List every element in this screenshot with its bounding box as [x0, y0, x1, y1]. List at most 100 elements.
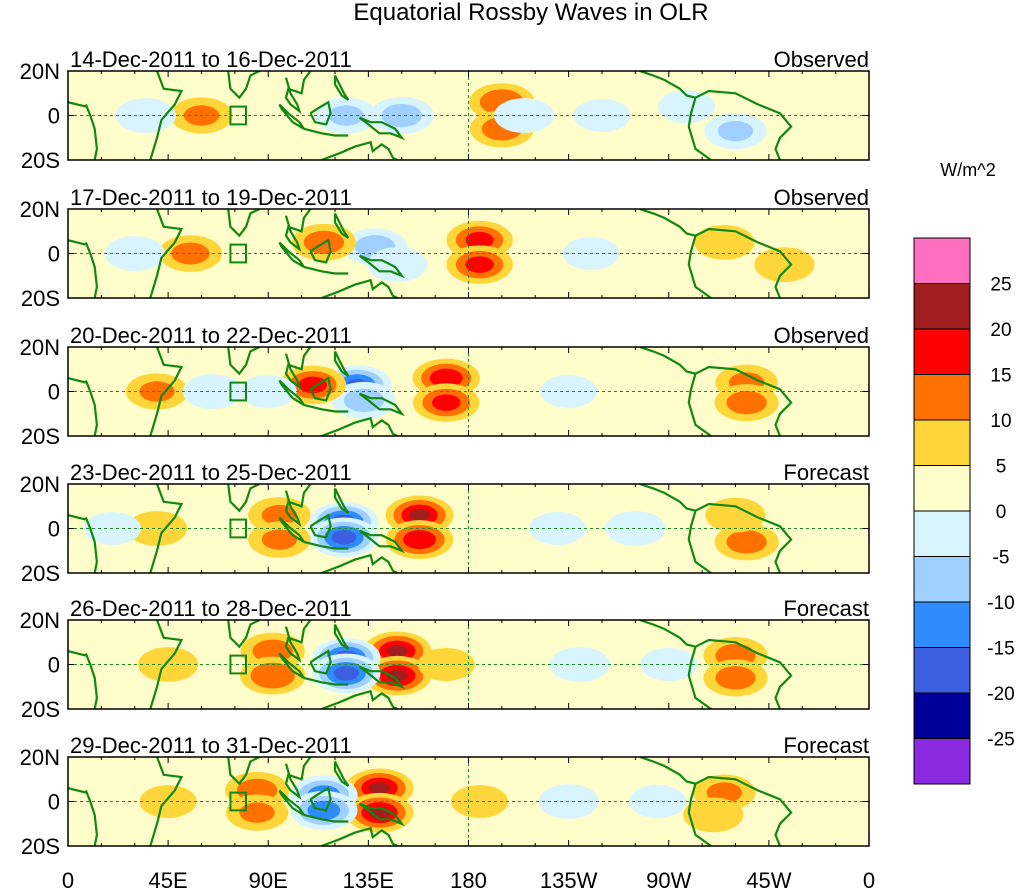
coastline: [687, 510, 712, 573]
colorbar: W/m^2 25 20 15 10 5 0 -5 -10 -15 -20 -25: [913, 160, 1015, 785]
colorbar-swatch: [913, 738, 971, 785]
panel-5: 20N 0 20S 26-Dec-2011 to 28-Dec-2011 Forecas…: [20, 596, 870, 722]
panel-6: 20N 0 20S 29-Dec-2011 to 31-Dec-2011 Forecas…: [20, 733, 870, 859]
coastline: [284, 209, 312, 253]
contour-level: [138, 647, 199, 682]
contour-level: [298, 376, 327, 394]
coastlines: [68, 347, 793, 436]
colorbar-label: -15: [987, 639, 1014, 660]
coastline: [303, 127, 349, 137]
contour-level: [369, 782, 390, 795]
y-tick-label: 20S: [21, 834, 60, 859]
anomaly-blob: [363, 655, 432, 696]
coastline: [309, 786, 332, 812]
coastline: [68, 650, 87, 657]
coastline: [84, 241, 99, 298]
colorbar-label: -25: [987, 730, 1014, 751]
coastline: [321, 689, 398, 709]
anomaly-blob: [139, 785, 197, 818]
coastline: [687, 373, 712, 436]
y-tick-label: 20S: [21, 561, 60, 586]
y-tick-label: 20S: [21, 697, 60, 722]
colorbar-swatch: [913, 465, 971, 512]
coastline: [639, 620, 696, 648]
anomaly-blob: [714, 384, 779, 422]
contour-level: [726, 390, 767, 415]
y-tick-label: 0: [48, 242, 60, 267]
contour-level: [409, 509, 430, 522]
colorbar-label: -10: [987, 593, 1014, 614]
chart-title: Equatorial Rossby Waves in OLR: [353, 0, 708, 26]
panel-1: 20N 0 20S 14-Dec-2011 to 16-Dec-2011 Observe…: [20, 47, 870, 173]
coastline: [333, 75, 350, 101]
coastlines: [68, 209, 793, 298]
coastline: [695, 365, 793, 436]
coastline: [309, 649, 332, 675]
x-tick-label: 180: [450, 868, 487, 890]
contour-level: [239, 802, 275, 823]
coastline: [358, 529, 406, 554]
coastline: [284, 71, 312, 115]
coastline: [227, 757, 260, 786]
y-tick-label: 0: [48, 790, 60, 815]
coastline: [303, 403, 349, 413]
contour-level: [387, 669, 408, 682]
coastline: [68, 101, 87, 108]
colorbar-label: 0: [996, 502, 1007, 523]
anomaly-blob: [683, 797, 744, 833]
y-tick-label: 20S: [21, 286, 60, 311]
coastline: [309, 376, 332, 402]
colorbar-label: 15: [990, 366, 1011, 387]
anomaly-blob: [451, 785, 509, 818]
contour-level: [705, 497, 766, 533]
contour-level: [139, 785, 197, 818]
coastline: [149, 71, 184, 160]
anomaly-blob: [605, 511, 666, 546]
contour-level: [429, 368, 463, 388]
coastline: [284, 484, 312, 527]
coastline: [309, 513, 332, 539]
coastline: [284, 347, 312, 391]
colorbar-label: -20: [987, 684, 1014, 705]
panel-period: 17-Dec-2011 to 19-Dec-2011: [70, 185, 352, 210]
y-tick-label: 20S: [21, 424, 60, 449]
coastline: [149, 209, 184, 298]
coastline: [68, 239, 87, 246]
coastline: [358, 802, 406, 827]
contour-level: [529, 512, 586, 545]
contour-level: [139, 381, 175, 402]
coastline: [84, 379, 99, 436]
x-tick-label: 0: [863, 868, 875, 890]
y-tick-label: 0: [48, 104, 60, 129]
coastline: [687, 235, 712, 298]
anomaly-blob: [658, 90, 716, 124]
coastline: [695, 502, 793, 573]
contour-level: [683, 797, 744, 833]
y-tick-label: 20S: [21, 148, 60, 173]
coastlines: [68, 71, 793, 160]
olr-field: [104, 220, 815, 284]
panel-period: 23-Dec-2011 to 25-Dec-2011: [70, 460, 352, 485]
coastline: [284, 757, 312, 800]
coastline: [303, 676, 349, 686]
contour-level: [451, 785, 509, 818]
anomaly-blob: [714, 523, 779, 561]
anomaly-blob: [413, 383, 480, 422]
contour-level: [754, 247, 815, 283]
colorbar-swatch: [913, 556, 971, 603]
contour-level: [387, 645, 408, 658]
y-tick-label: 0: [48, 517, 60, 542]
contour-level: [432, 394, 461, 411]
contour-level: [715, 666, 756, 690]
contour-level: [726, 530, 767, 554]
anomaly-blob: [529, 512, 586, 545]
coastline: [358, 116, 406, 141]
coastline: [303, 540, 349, 550]
olr-field: [115, 83, 767, 150]
x-tick-label: 45E: [149, 868, 188, 890]
colorbar-swatch: [913, 374, 971, 421]
x-tick-label: 90E: [249, 868, 288, 890]
contour-level: [250, 662, 295, 689]
coastline: [321, 278, 398, 298]
